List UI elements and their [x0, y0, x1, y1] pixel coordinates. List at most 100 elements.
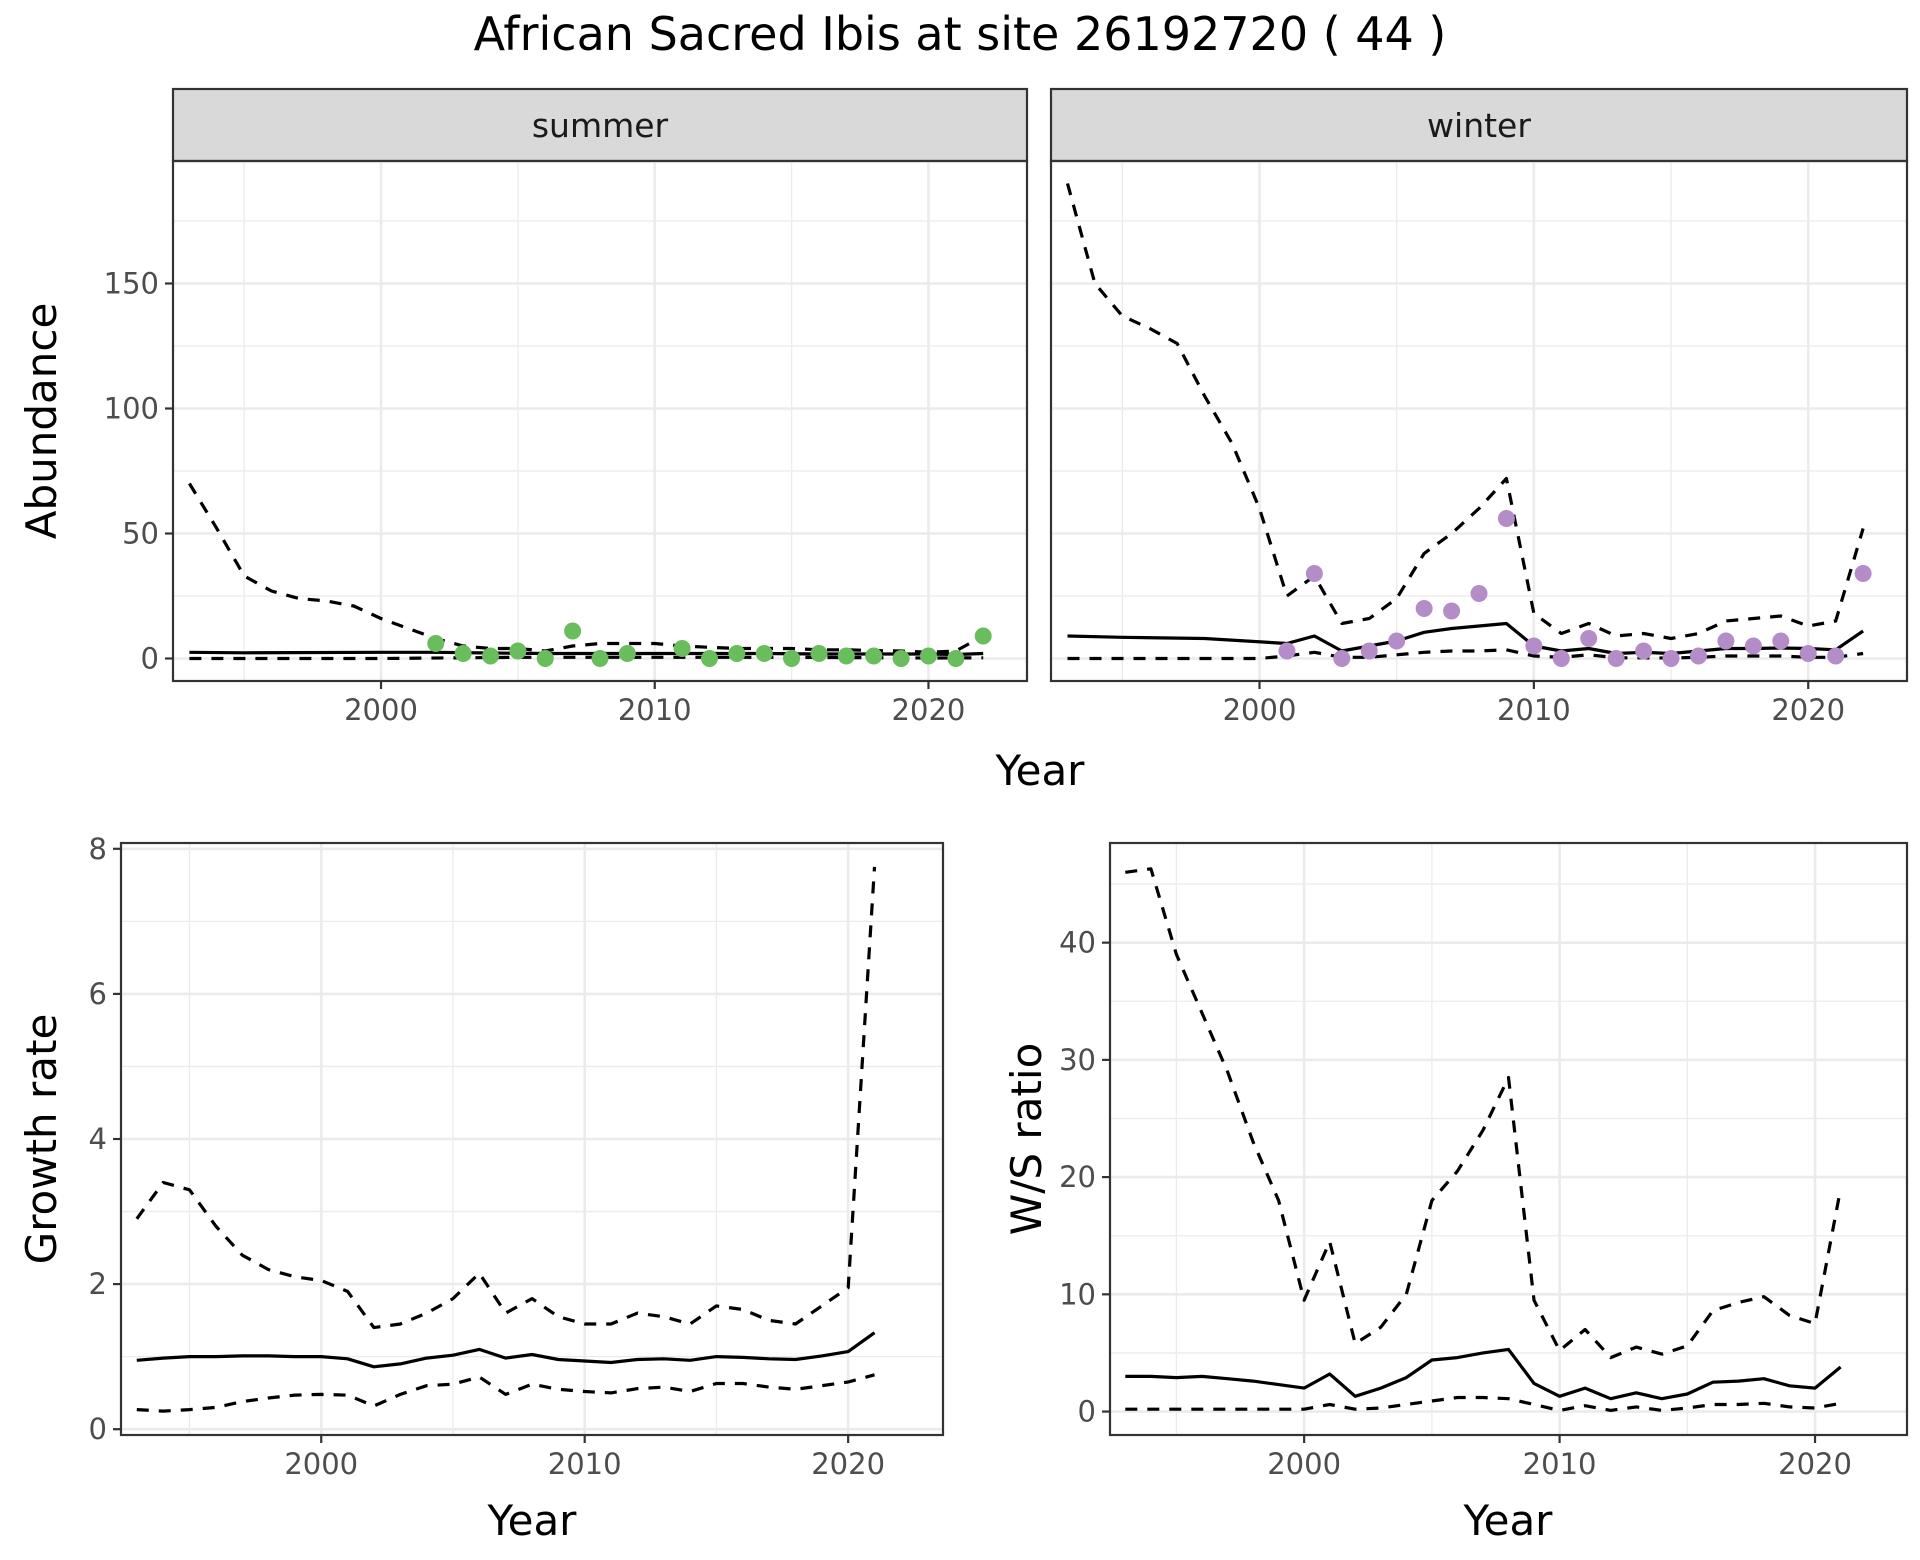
growth-mean-line [136, 1331, 876, 1369]
winter-observed-point [1635, 642, 1653, 660]
summer-observed-point [700, 650, 718, 667]
growth-x-tick-label: 2000 [284, 1447, 358, 1481]
winter-observed-point [1772, 632, 1790, 650]
strip-summer [171, 87, 1029, 163]
summer-observed-point [810, 645, 828, 662]
xlabel-ratio: Year [1463, 1496, 1554, 1545]
winter-x-tick-label: 2000 [1223, 693, 1297, 727]
growth-upper-bound-line [135, 866, 877, 1330]
summer-observed-point [673, 640, 691, 657]
ratio-lower-bound-line [1125, 1395, 1841, 1412]
summer-x-tick-label: 2000 [344, 693, 418, 727]
strip-label-summer: summer [532, 106, 669, 145]
summer-observed-point [783, 650, 801, 667]
summer-mean-line [189, 650, 984, 657]
winter-observed-point [1827, 647, 1845, 665]
summer-observed-point [974, 627, 992, 645]
panel-ratio: 2000 2010 2020 0 10 20 30 40 [1059, 841, 1909, 1481]
ratio-x-tick-label: 2000 [1267, 1447, 1341, 1481]
plot-area-growth: 2000 2010 2020 0 2 4 6 8 [89, 832, 943, 1481]
summer-observed-point [509, 642, 527, 660]
summer-observed-point [454, 645, 472, 662]
summer-y-tick-label: 0 [141, 642, 159, 676]
panel-border-winter [1049, 159, 1909, 683]
growth-x-tick-label: 2020 [811, 1447, 885, 1481]
panel-border-growth [119, 841, 945, 1437]
winter-observed-point [1305, 565, 1323, 582]
plot-area-winter: 2000 2010 2020 [1051, 161, 1907, 727]
growth-lower-bound-line [136, 1373, 875, 1413]
summer-x-tick-label: 2020 [892, 693, 966, 727]
winter-observed-point [1799, 645, 1817, 662]
winter-x-tick-label: 2020 [1771, 693, 1845, 727]
ratio-upper-bound-line [1125, 867, 1843, 1360]
growth-y-tick-label: 8 [89, 832, 107, 866]
summer-x-tick-label: 2010 [618, 693, 692, 727]
summer-observed-point [919, 647, 937, 665]
strip-label-winter: winter [1427, 106, 1531, 145]
summer-lower-bound-line [189, 655, 984, 661]
ylabel-ratio: W/S ratio [1002, 1043, 1051, 1236]
summer-observed-point [564, 622, 582, 640]
panel-border-summer [171, 159, 1029, 683]
summer-y-tick-label: 50 [122, 517, 159, 551]
summer-observed-point [892, 650, 910, 667]
growth-x-tick-label: 2010 [548, 1447, 622, 1481]
ylabel-abundance: Abundance [17, 303, 66, 540]
winter-observed-point [1662, 650, 1680, 667]
strip-winter [1049, 87, 1909, 163]
ratio-y-tick-label: 10 [1059, 1277, 1096, 1311]
ratio-x-tick-label: 2020 [1778, 1447, 1852, 1481]
ratio-x-tick-label: 2010 [1523, 1447, 1597, 1481]
xlabel-abundance: Year [995, 746, 1086, 795]
winter-observed-point [1443, 602, 1461, 620]
summer-observed-point [591, 650, 609, 667]
winter-x-tick-label: 2010 [1497, 693, 1571, 727]
winter-observed-point [1744, 637, 1762, 655]
winter-observed-point [1415, 600, 1433, 617]
growth-y-tick-label: 2 [89, 1267, 107, 1301]
figure-title: African Sacred Ibis at site 26192720 ( 4… [474, 7, 1447, 61]
summer-y-tick-label: 150 [104, 267, 159, 301]
summer-observed-point [618, 645, 636, 662]
winter-observed-point [1607, 650, 1625, 667]
winter-observed-point [1388, 632, 1406, 650]
growth-y-tick-label: 6 [89, 977, 107, 1011]
ratio-y-tick-label: 40 [1059, 926, 1096, 960]
summer-observed-point [728, 645, 746, 662]
winter-observed-point [1497, 510, 1515, 527]
summer-observed-point [947, 650, 965, 667]
summer-observed-point [482, 647, 500, 665]
winter-observed-point [1580, 630, 1598, 647]
summer-observed-point [427, 635, 445, 652]
winter-observed-point [1854, 565, 1872, 582]
ratio-y-tick-label: 30 [1059, 1043, 1096, 1077]
growth-y-tick-label: 0 [89, 1412, 107, 1446]
winter-observed-point [1717, 632, 1735, 650]
summer-observed-point [755, 645, 773, 662]
winter-upper-bound-line [1065, 183, 1865, 641]
facet-summer: summer 2000 2010 2020 0 50 100 150 [104, 87, 1029, 727]
summer-y-tick-label: 100 [104, 392, 159, 426]
winter-observed-point [1278, 642, 1296, 660]
xlabel-growth: Year [487, 1496, 578, 1545]
summer-observed-point [837, 647, 855, 665]
ratio-y-tick-label: 0 [1078, 1395, 1096, 1429]
winter-observed-point [1552, 650, 1570, 667]
winter-observed-point [1360, 642, 1378, 660]
summer-observed-point [865, 647, 883, 665]
winter-observed-point [1689, 647, 1707, 665]
summer-observed-point [536, 650, 554, 667]
panel-growth: 2000 2010 2020 0 2 4 6 8 [89, 832, 945, 1481]
plot-area-ratio: 2000 2010 2020 0 10 20 30 40 [1059, 843, 1907, 1481]
ylabel-growth: Growth rate [17, 1014, 66, 1265]
facet-winter: winter 2000 2010 2020 [1049, 87, 1909, 727]
plot-area-summer: 2000 2010 2020 0 50 100 150 [104, 161, 1027, 727]
winter-observed-point [1525, 637, 1543, 655]
winter-observed-point [1333, 650, 1351, 667]
winter-observed-point [1470, 585, 1488, 602]
panel-border-ratio [1108, 841, 1909, 1437]
growth-y-tick-label: 4 [89, 1122, 107, 1156]
